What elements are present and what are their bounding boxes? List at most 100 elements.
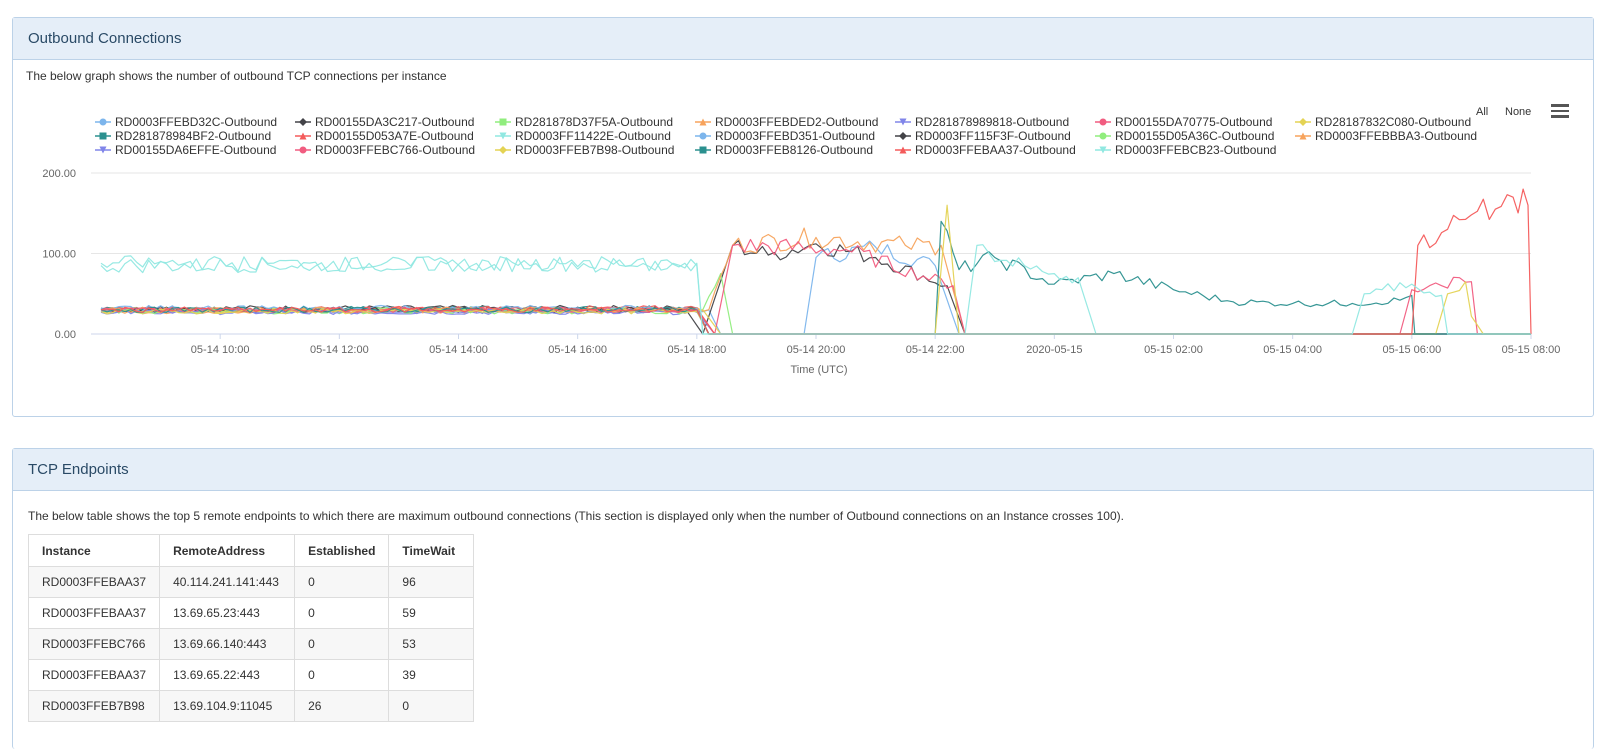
legend-marker-square (499, 118, 507, 126)
cell-instance: RD0003FFEBAA37 (27, 566, 161, 598)
legend-item[interactable]: RD0003FFEBBBA3-Outbound (1315, 129, 1477, 143)
legend-marker-triangle (899, 146, 907, 154)
legend-item[interactable]: RD0003FFEBD32C-Outbound (115, 115, 277, 129)
legend-item[interactable]: RD281878D37F5A-Outbound (515, 115, 673, 129)
cell-timewait: 53 (388, 628, 475, 660)
series-line-1 (100, 240, 1531, 335)
x-tick-label: 05-14 18:00 (667, 344, 726, 356)
legend-marker-circle (1099, 132, 1107, 140)
x-tick-label: 05-15 06:00 (1382, 344, 1441, 356)
x-tick-label: 05-14 14:00 (429, 344, 488, 356)
x-tick-label: 05-14 22:00 (906, 344, 965, 356)
legend-none-button[interactable]: None (1505, 106, 1532, 118)
legend-marker-diamond (899, 132, 907, 140)
series-line-18 (100, 306, 1531, 335)
legend-item[interactable]: RD0003FFEB7B98-Outbound (515, 143, 674, 157)
legend-item[interactable]: RD0003FF115F3F-Outbound (915, 129, 1071, 143)
cell-established: 26 (294, 690, 390, 722)
series-line-17 (100, 204, 1531, 335)
legend-marker-diamond (1299, 118, 1307, 126)
cell-established: 0 (294, 659, 390, 691)
legend-marker-triangle (299, 132, 307, 140)
legend-item[interactable]: RD00155DA3C217-Outbound (315, 115, 474, 129)
tcp-description: The below table shows the top 5 remote e… (28, 509, 1124, 523)
table-row: RD0003FFEBAA37 40.114.241.141:443 0 96 (27, 566, 475, 598)
outbound-panel-title: Outbound Connections (13, 18, 1593, 60)
column-header-instance: Instance (27, 534, 161, 567)
cell-remote-address: 13.69.65.23:443 (159, 597, 296, 629)
y-tick-label: 0.00 (55, 329, 76, 341)
table-row: RD0003FFEBC766 13.69.66.140:443 0 53 (27, 628, 475, 660)
outbound-description: The below graph shows the number of outb… (26, 69, 447, 83)
legend-marker-triangle-down (1099, 146, 1107, 154)
legend-marker-circle (1099, 118, 1107, 126)
cell-established: 0 (294, 597, 390, 629)
legend-marker-circle (99, 118, 107, 126)
outbound-connections-chart: 0.00 100.00 200.00 05-14 10:00 05-14 12:00 05… (42, 115, 1561, 376)
series-line-2 (100, 240, 1531, 335)
legend-marker-square (99, 132, 107, 140)
legend-marker-square (699, 146, 707, 154)
legend-item[interactable]: RD281878984BF2-Outbound (115, 129, 271, 143)
cell-remote-address: 13.69.104.9:11045 (159, 690, 296, 722)
x-tick-label: 05-14 12:00 (310, 344, 369, 356)
cell-remote-address: 13.69.66.140:443 (159, 628, 296, 660)
legend-item[interactable]: RD28187832C080-Outbound (1315, 115, 1471, 129)
cell-instance: RD0003FFEB7B98 (27, 690, 161, 722)
series-line-16 (100, 276, 1531, 335)
legend-all-button[interactable]: All (1476, 106, 1489, 118)
legend-item[interactable]: RD0003FFEBD351-Outbound (715, 129, 875, 143)
table-header-row: Instance RemoteAddress Established TimeW… (27, 534, 475, 567)
legend-item[interactable]: RD0003FF11422E-Outbound (515, 129, 671, 143)
cell-instance: RD0003FFEBC766 (27, 628, 161, 660)
series-line-20 (100, 255, 1531, 335)
legend-marker-triangle-down (499, 132, 507, 140)
legend-item[interactable]: RD00155DA6EFFE-Outbound (115, 143, 276, 157)
legend-item[interactable]: RD0003FFEBCB23-Outbound (1115, 143, 1276, 157)
x-tick-label: 05-15 04:00 (1263, 344, 1322, 356)
series-line-3 (100, 273, 1531, 335)
legend-marker-triangle-down (899, 118, 907, 126)
cell-remote-address: 13.69.65.22:443 (159, 659, 296, 691)
cell-timewait: 59 (388, 597, 475, 629)
cell-instance: RD0003FFEBAA37 (27, 597, 161, 629)
x-tick-label: 2020-05-15 (1026, 344, 1082, 356)
cell-timewait: 39 (388, 659, 475, 691)
legend-marker-diamond (499, 146, 507, 154)
x-tick-label: 05-14 20:00 (787, 344, 846, 356)
cell-established: 0 (294, 628, 390, 660)
legend-item[interactable]: RD0003FFEBC766-Outbound (315, 143, 475, 157)
legend-marker-circle (699, 132, 707, 140)
x-axis-title: Time (UTC) (790, 364, 847, 376)
cell-established: 0 (294, 566, 390, 598)
y-tick-label: 200.00 (42, 168, 76, 180)
legend-item[interactable]: RD0003FFEB8126-Outbound (715, 143, 873, 157)
cell-timewait: 0 (388, 690, 475, 722)
legend-marker-circle (299, 146, 307, 154)
table-row: RD0003FFEB7B98 13.69.104.9:11045 26 0 (27, 690, 475, 722)
cell-instance: RD0003FFEBAA37 (27, 659, 161, 691)
column-header-established: Established (294, 534, 390, 567)
y-tick-label: 100.00 (42, 249, 76, 261)
cell-timewait: 96 (388, 566, 475, 598)
cell-remote-address: 40.114.241.141:443 (159, 566, 296, 598)
table-row: RD0003FFEBAA37 13.69.65.23:443 0 59 (27, 597, 475, 629)
legend-marker-diamond (299, 118, 307, 126)
column-header-remoteaddress: RemoteAddress (159, 534, 296, 567)
x-tick-label: 05-15 08:00 (1502, 344, 1561, 356)
legend-item[interactable]: RD0003FFEBDED2-Outbound (715, 115, 878, 129)
legend-item[interactable]: RD00155D053A7E-Outbound (315, 129, 474, 143)
tcp-endpoints-panel: TCP Endpoints The below table shows the … (12, 448, 1594, 749)
legend-item[interactable]: RD00155DA70775-Outbound (1115, 115, 1272, 129)
legend-item[interactable]: RD00155D05A36C-Outbound (1115, 129, 1274, 143)
hamburger-menu-icon[interactable] (1551, 104, 1569, 118)
legend-item[interactable]: RD281878989818-Outbound (915, 115, 1069, 129)
legend-item[interactable]: RD0003FFEBAA37-Outbound (915, 143, 1076, 157)
table-row: RD0003FFEBAA37 13.69.65.22:443 0 39 (27, 659, 475, 691)
x-tick-label: 05-14 10:00 (191, 344, 250, 356)
legend-marker-triangle-down (99, 146, 107, 154)
legend-marker-triangle (699, 118, 707, 126)
legend-marker-triangle (1299, 132, 1307, 140)
tcp-panel-title: TCP Endpoints (13, 449, 1593, 491)
x-tick-label: 05-14 16:00 (548, 344, 607, 356)
